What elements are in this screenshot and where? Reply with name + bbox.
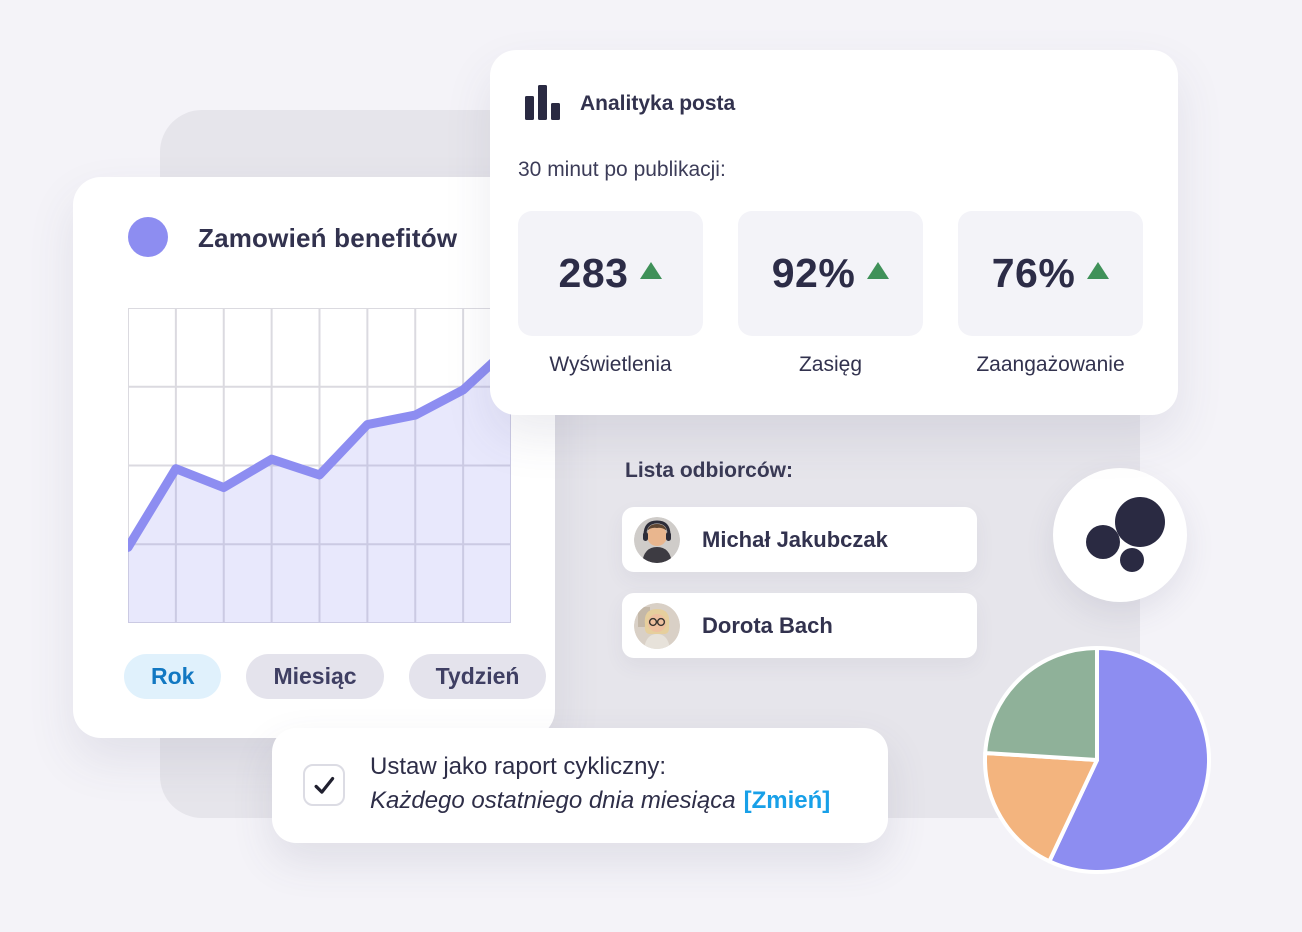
stat-views-label: Wyświetlenia	[549, 353, 672, 376]
stat-engagement-label: Zaangażowanie	[976, 353, 1125, 376]
range-button-miesiac[interactable]: Miesiąc	[246, 654, 384, 699]
stat-engagement-box: 76%	[958, 211, 1143, 336]
legend-dot-icon	[128, 217, 168, 257]
logo-badge	[1053, 468, 1187, 602]
range-button-tydzien[interactable]: Tydzień	[408, 654, 547, 699]
recipients-heading: Lista odbiorców:	[625, 459, 793, 482]
orders-card: Zamowień benefitów Rok Miesiąc Tydzień	[73, 177, 555, 738]
recipient-row-dorota[interactable]: Dorota Bach	[622, 593, 977, 658]
avatar-michal-jakubczak	[634, 516, 680, 563]
report-text: Ustaw jako raport cykliczny: Każdego ost…	[370, 750, 830, 818]
stat-views-value: 283	[558, 250, 629, 296]
trend-up-icon	[640, 262, 663, 279]
recipient-name: Dorota Bach	[702, 612, 833, 638]
recurring-report-card: Ustaw jako raport cykliczny: Każdego ost…	[272, 728, 888, 843]
post-analytics-title: Analityka posta	[580, 92, 736, 115]
avatar-dorota-bach	[634, 602, 680, 649]
trend-up-icon	[1087, 262, 1110, 279]
stat-views: 283 Wyświetlenia	[518, 211, 703, 377]
change-link[interactable]: [Zmień]	[743, 787, 831, 814]
stat-reach: 92% Zasięg	[738, 211, 923, 377]
post-analytics-subtitle: 30 minut po publikacji:	[518, 158, 726, 181]
stat-engagement-value: 76%	[991, 250, 1076, 296]
stat-reach-value: 92%	[771, 250, 856, 296]
post-analytics-card: Analityka posta 30 minut po publikacji: …	[490, 50, 1178, 415]
stat-reach-box: 92%	[738, 211, 923, 336]
report-schedule: Każdego ostatniego dnia miesiąca	[370, 787, 736, 814]
recurring-report-checkbox[interactable]	[303, 764, 345, 806]
orders-card-title: Zamowień benefitów	[198, 223, 458, 253]
dots-logo-icon	[1086, 497, 1165, 572]
stats-row: 283 Wyświetlenia 92% Zasięg 76% Zaangażo…	[518, 211, 1143, 377]
stat-views-box: 283	[518, 211, 703, 336]
bar-chart-icon	[525, 85, 560, 120]
stat-engagement: 76% Zaangażowanie	[958, 211, 1143, 377]
pie-chart	[983, 646, 1211, 874]
stat-reach-label: Zasięg	[798, 353, 863, 376]
report-line1: Ustaw jako raport cykliczny:	[370, 753, 667, 780]
range-button-rok[interactable]: Rok	[124, 654, 222, 699]
orders-line-chart	[128, 308, 511, 623]
report-line2: Każdego ostatniego dnia miesiąca [Zmień]	[370, 784, 830, 818]
recipient-row-michal[interactable]: Michał Jakubczak	[622, 507, 977, 572]
range-button-group: Rok Miesiąc Tydzień	[124, 654, 547, 699]
trend-up-icon	[867, 262, 890, 279]
recipient-name: Michał Jakubczak	[702, 526, 888, 552]
check-icon	[314, 776, 335, 794]
